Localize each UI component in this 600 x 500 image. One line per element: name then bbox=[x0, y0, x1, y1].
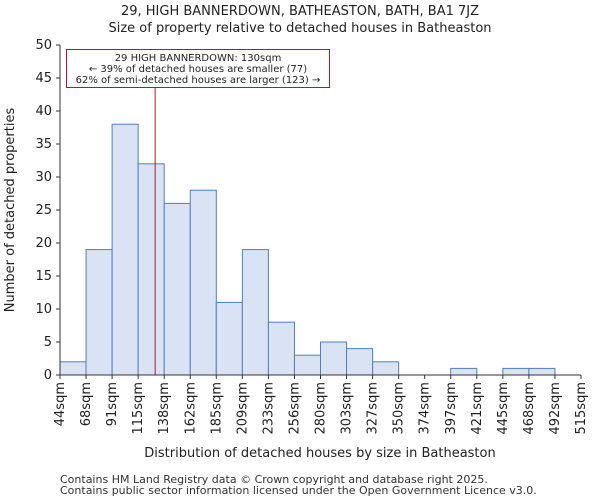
bar-209sqm bbox=[241, 249, 269, 376]
bar-138sqm bbox=[163, 202, 191, 376]
bar-327sqm bbox=[372, 361, 400, 376]
y-tick-label: 20 bbox=[35, 236, 52, 251]
bar-303sqm bbox=[346, 348, 374, 376]
bar-280sqm bbox=[320, 341, 348, 376]
annotation-line-1: 29 HIGH BANNERDOWN: 130sqm bbox=[114, 53, 282, 64]
bar-44sqm bbox=[59, 361, 87, 376]
x-tick-label: 397sqm bbox=[444, 382, 459, 435]
x-tick-label: 374sqm bbox=[418, 382, 433, 435]
bar-185sqm bbox=[215, 301, 243, 376]
annotation-line-3: 62% of semi-detached houses are larger (… bbox=[75, 75, 321, 86]
x-tick-label: 233sqm bbox=[261, 382, 276, 435]
y-axis-label: Number of detached properties bbox=[3, 108, 18, 313]
chart-title: 29, HIGH BANNERDOWN, BATHEASTON, BATH, B… bbox=[120, 4, 480, 19]
x-tick-label: 327sqm bbox=[366, 382, 381, 435]
x-tick-label: 468sqm bbox=[522, 382, 537, 435]
y-tick-label: 45 bbox=[35, 71, 52, 86]
y-tick-label: 15 bbox=[35, 269, 52, 284]
x-tick-label: 515sqm bbox=[574, 382, 589, 435]
x-tick-label: 209sqm bbox=[235, 382, 250, 435]
chart-subtitle: Size of property relative to detached ho… bbox=[108, 21, 492, 36]
bar-91sqm bbox=[111, 123, 139, 376]
x-tick-label: 256sqm bbox=[287, 382, 302, 435]
y-tick-label: 35 bbox=[35, 137, 52, 152]
x-tick-label: 115sqm bbox=[131, 382, 146, 435]
bar-162sqm bbox=[189, 189, 217, 376]
x-tick-label: 44sqm bbox=[53, 382, 68, 426]
annotation-line-2: ← 39% of detached houses are smaller (77… bbox=[88, 64, 308, 75]
footer-copyright: Contains HM Land Registry data © Crown c… bbox=[60, 473, 488, 486]
bar-256sqm bbox=[293, 354, 322, 376]
x-tick-label: 91sqm bbox=[105, 382, 120, 426]
x-tick-label: 492sqm bbox=[548, 382, 563, 435]
y-tick-label: 40 bbox=[35, 104, 52, 119]
y-tick-label: 30 bbox=[35, 170, 52, 185]
x-axis-label: Distribution of detached houses by size … bbox=[144, 446, 495, 461]
y-tick-label: 25 bbox=[35, 203, 52, 218]
bar-445sqm bbox=[502, 367, 530, 376]
x-tick-label: 185sqm bbox=[209, 382, 224, 435]
footer-licence: Contains public sector information licen… bbox=[60, 484, 537, 497]
bar-468sqm bbox=[528, 367, 556, 376]
y-tick-label: 50 bbox=[35, 38, 52, 53]
bar-115sqm bbox=[137, 163, 165, 376]
property-annotation-box: 29 HIGH BANNERDOWN: 130sqm ← 39% of deta… bbox=[66, 49, 330, 88]
y-tick-label: 5 bbox=[44, 335, 52, 350]
bar-68sqm bbox=[85, 249, 113, 376]
y-tick-label: 10 bbox=[35, 302, 52, 317]
bars-group bbox=[59, 123, 556, 376]
y-tick-label: 0 bbox=[44, 368, 52, 383]
x-tick-label: 421sqm bbox=[470, 382, 485, 435]
x-tick-label: 68sqm bbox=[79, 382, 94, 426]
x-tick-label: 445sqm bbox=[496, 382, 511, 435]
bar-233sqm bbox=[267, 321, 295, 376]
x-tick-label: 350sqm bbox=[392, 382, 407, 435]
x-tick-label: 280sqm bbox=[314, 382, 329, 435]
x-ticks-group: 44sqm 68sqm 91sqm 115sqm 138sqm 162sqm 185sqm 2… bbox=[53, 375, 589, 435]
x-tick-label: 162sqm bbox=[183, 382, 198, 435]
y-ticks-group: 0 5 10 15 20 25 30 35 40 45 50 bbox=[35, 38, 60, 383]
bar-397sqm bbox=[450, 367, 478, 376]
x-tick-label: 138sqm bbox=[157, 382, 172, 435]
x-tick-label: 303sqm bbox=[340, 382, 355, 435]
